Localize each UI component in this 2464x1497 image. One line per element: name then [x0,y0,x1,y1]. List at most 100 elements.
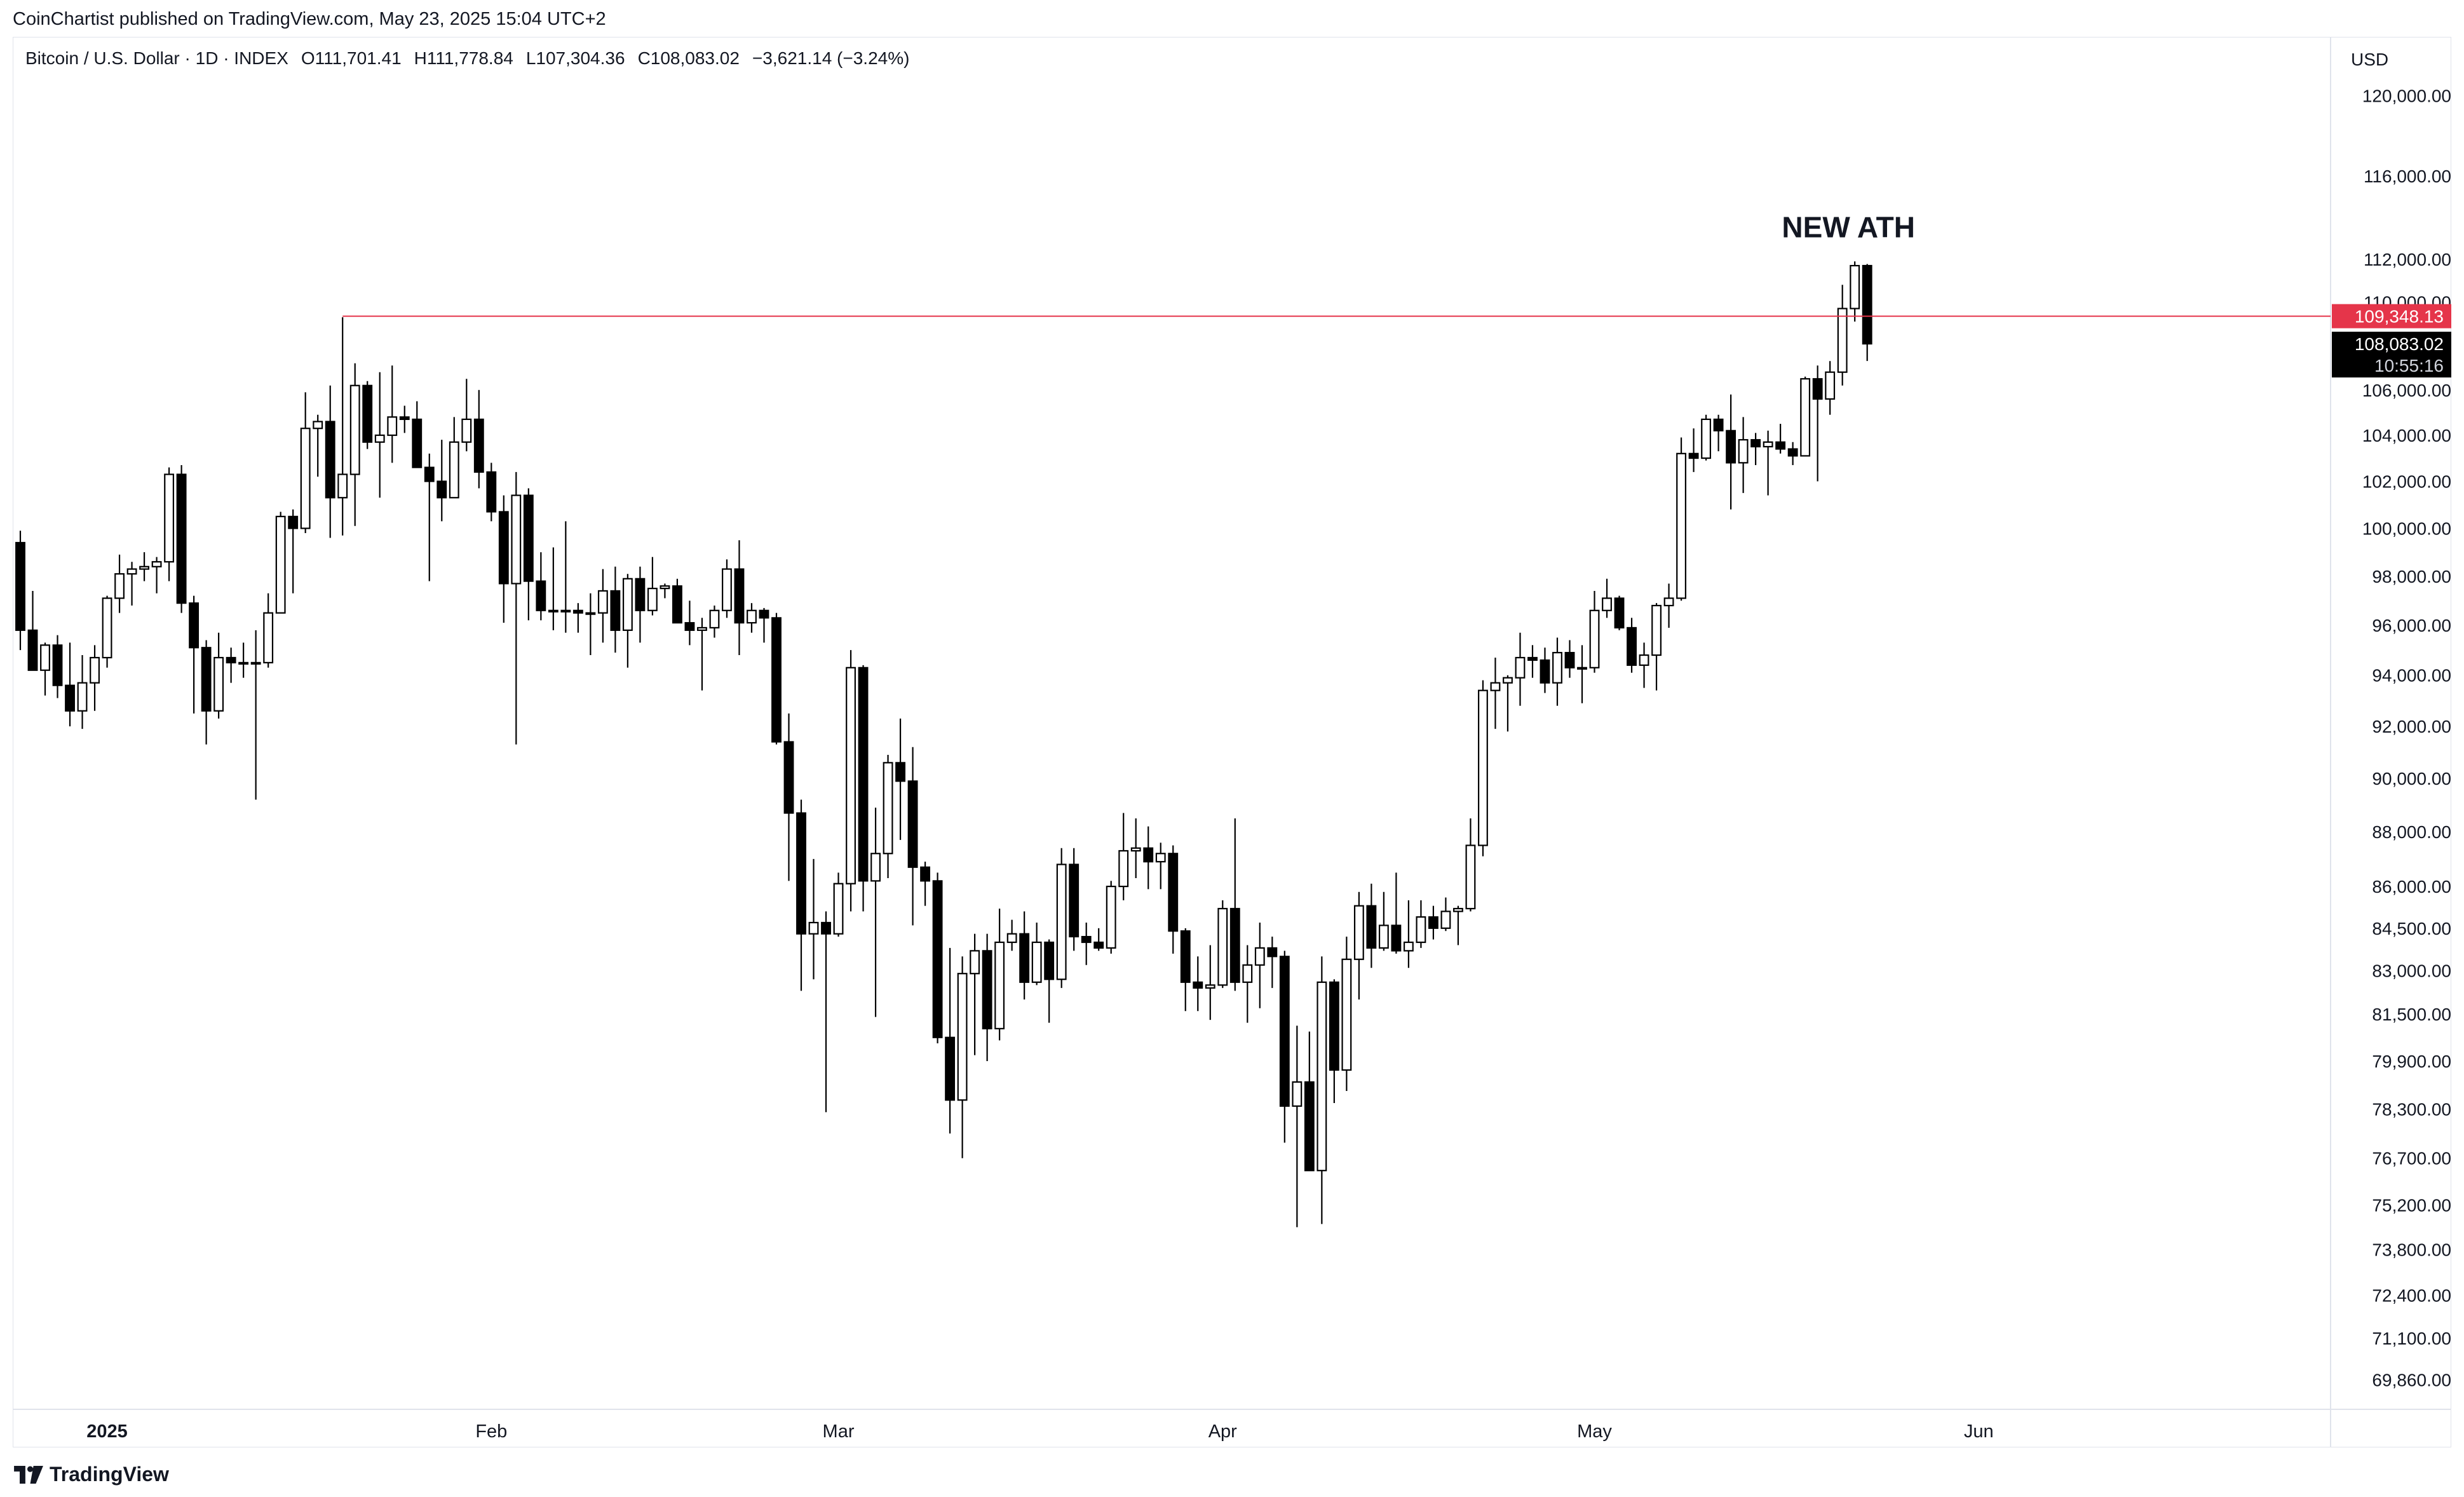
chart-border [13,37,2451,1447]
candle-body [945,1036,956,1101]
candle [1006,919,1017,951]
candle-body [1552,652,1562,684]
candle-body [1391,925,1402,952]
candle [362,381,373,449]
candle [1019,911,1030,1000]
candle [374,372,385,498]
candle [1850,261,1860,322]
candle [486,463,497,522]
candle [300,392,311,533]
candle [1465,818,1476,912]
candle [1453,905,1463,945]
candle [201,640,212,745]
candle [40,642,50,696]
candle [1193,956,1203,1012]
candle-body [821,921,831,935]
time-tick-label: 2025 [86,1421,128,1442]
candle [1093,928,1104,951]
candle [114,554,125,613]
candle [1366,883,1377,968]
candle [1837,285,1848,386]
candle-body [1317,981,1327,1172]
price-tick-label: 90,000.00 [2372,769,2451,789]
price-tick-label: 69,860.00 [2372,1371,2451,1390]
candle [1688,428,1699,472]
candle [412,401,423,468]
candle-body [473,418,484,473]
candle-body [957,973,968,1101]
candle-body [1267,947,1278,958]
price-tick-label: 102,000.00 [2362,472,2451,492]
candle [1862,264,1872,362]
candle-body [1106,885,1116,949]
price-tick-label: 83,000.00 [2372,961,2451,981]
candle-body [1069,864,1080,938]
candle-body [920,866,931,882]
candle [846,650,856,912]
time-axis[interactable]: 2025 Feb Mar Apr May Jun [86,1421,1993,1442]
candle [1577,645,1587,703]
candle-body [1019,933,1030,983]
candle [1713,414,1724,452]
candle [796,799,806,991]
candle-body [709,609,720,629]
candle-body [771,617,782,743]
candle [1341,937,1352,1092]
candle-body [1738,439,1749,464]
candle-body [1614,597,1625,629]
bar-countdown-label: 10:55:16 [2374,356,2444,376]
candle-body [1193,981,1203,989]
price-axis[interactable]: 120,000.00116,000.00112,000.00110,000.00… [2332,86,2451,1390]
candle [1304,1031,1315,1172]
candle-body [176,473,187,604]
candle [1478,680,1488,857]
resistance-price-badge[interactable]: 109,348.13 [2332,304,2451,329]
time-tick-label: Jun [1964,1421,1994,1442]
candle [27,590,38,671]
currency-label[interactable]: USD [2351,50,2389,69]
candle-body [1242,964,1253,983]
candle [139,552,150,581]
legend-close: C108,083.02 [637,48,740,68]
candle-body [1676,452,1687,599]
candle-body [1577,667,1587,670]
candle [1775,424,1786,454]
candle-body [722,568,732,611]
price-chart[interactable]: NEW ATH 120,000.00116,000.00112,000.0011… [13,37,2451,1447]
candle [994,908,1005,1041]
candle [821,911,831,1113]
candle [1825,361,1836,415]
candle-body [139,566,150,570]
price-tick-label: 73,800.00 [2372,1240,2451,1260]
candle-body [437,480,447,499]
candle-body [647,588,658,611]
candle [771,613,782,745]
candle [1527,645,1538,678]
time-tick-label: Feb [475,1421,507,1442]
candle-body [424,466,435,482]
candle [1205,945,1215,1020]
candle [461,379,472,452]
candle-body [1205,984,1215,989]
candle-body [1428,916,1438,929]
time-tick-label: Mar [823,1421,855,1442]
candle-body [1862,264,1872,345]
candle-body [1292,1081,1303,1107]
candle-body [1503,677,1513,684]
tradingview-logo[interactable]: TradingView [14,1463,169,1486]
candle-body [1254,947,1265,966]
candle [572,603,583,633]
price-tick-label: 98,000.00 [2372,567,2451,586]
candle [1627,618,1637,673]
candle-body [932,880,943,1038]
candle-body [572,609,583,614]
candle-body [1031,941,1042,983]
candle [1317,956,1327,1224]
candle-body [27,629,38,671]
candle [1787,442,1798,465]
candle [1503,675,1513,732]
candle-body [52,644,63,686]
candle-body [870,853,881,882]
candle [536,552,546,621]
